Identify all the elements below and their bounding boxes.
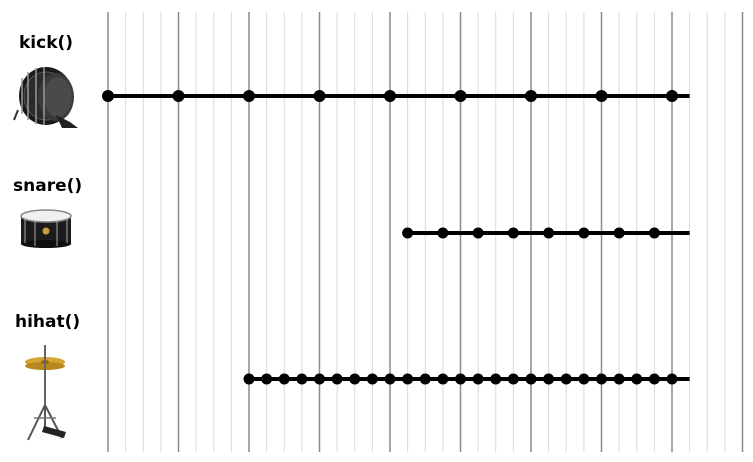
track-label-kick: kick() xyxy=(19,33,74,53)
beat-dot xyxy=(437,227,449,239)
bass-drum-icon xyxy=(13,67,78,128)
beat-dot xyxy=(243,90,255,102)
beat-dot xyxy=(402,227,414,239)
beat-dot xyxy=(490,373,502,385)
beat-dot xyxy=(596,373,607,385)
beat-dot xyxy=(261,373,273,385)
beat-dot xyxy=(613,373,625,385)
beat-dot xyxy=(331,373,343,385)
beat-dot xyxy=(472,373,484,385)
beat-dot xyxy=(402,373,414,385)
beat-dot xyxy=(455,373,466,385)
beat-dot xyxy=(560,373,572,385)
beat-dot xyxy=(648,227,660,239)
beat-dot xyxy=(313,90,326,102)
beat-dot xyxy=(578,227,590,239)
beat-dot xyxy=(543,227,555,239)
beat-dot xyxy=(613,227,625,239)
beat-dot xyxy=(472,227,484,239)
beat-dot xyxy=(631,373,643,385)
beat-dot xyxy=(366,373,378,385)
beat-dot xyxy=(243,373,255,385)
beat-dot xyxy=(666,373,678,385)
beat-dot xyxy=(278,373,290,385)
beat-dot xyxy=(172,90,185,102)
beat-dot xyxy=(437,373,449,385)
beat-dot xyxy=(349,373,361,385)
beat-dot xyxy=(102,90,114,102)
beat-dot xyxy=(454,90,467,102)
beat-dot xyxy=(666,90,678,102)
beat-dot xyxy=(384,90,396,102)
beat-dot xyxy=(296,373,308,385)
beat-dot xyxy=(525,373,537,385)
track-label-hihat: hihat() xyxy=(15,312,81,332)
tracks xyxy=(102,90,690,385)
beat-dot xyxy=(419,373,431,385)
snare-drum-icon xyxy=(20,209,72,248)
beat-dot xyxy=(507,227,519,239)
beat-dot xyxy=(648,373,660,385)
track-label-snare: snare() xyxy=(13,176,83,196)
beat-dot xyxy=(384,373,396,385)
beat-dot xyxy=(314,373,325,385)
beat-dot xyxy=(525,90,537,102)
hihat-icon xyxy=(25,345,66,441)
beat-dot xyxy=(507,373,519,385)
beat-dot xyxy=(578,373,590,385)
beat-dot xyxy=(595,90,608,102)
beat-dot xyxy=(543,373,555,385)
